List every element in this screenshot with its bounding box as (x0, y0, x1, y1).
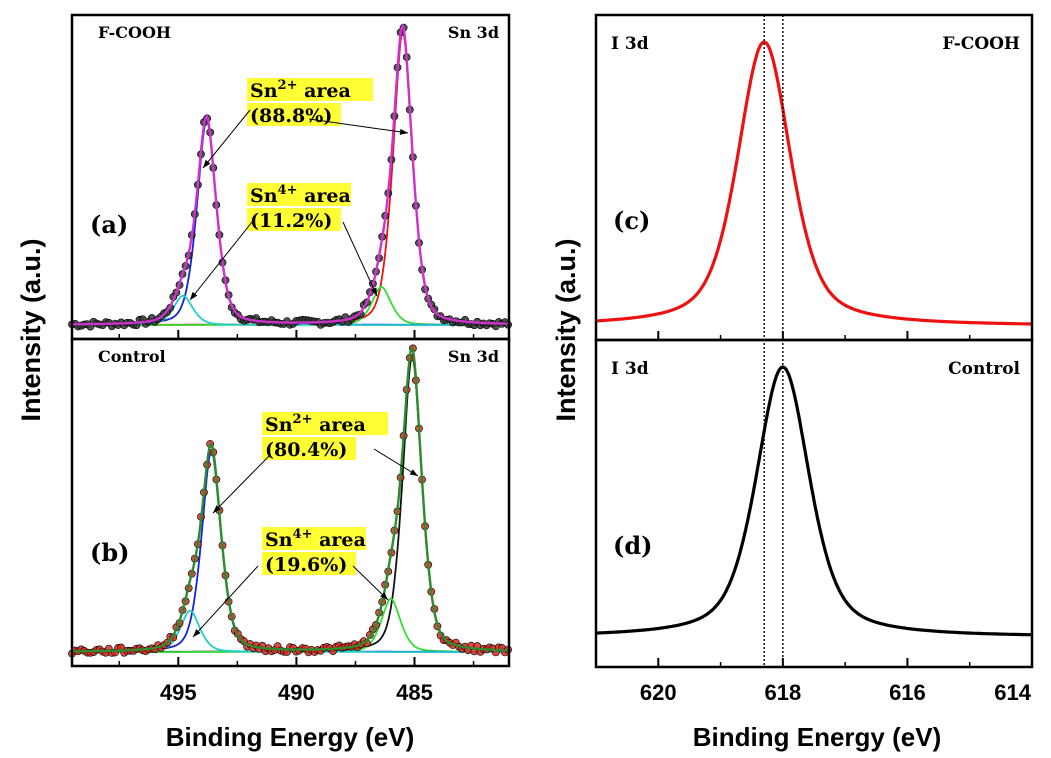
data-points (68, 23, 512, 331)
annotation-area: area (298, 185, 351, 207)
panel-label: (a) (90, 210, 128, 239)
left-upper-frame (70, 13, 511, 341)
sample-label: Control (98, 347, 166, 366)
annotation-area: area (298, 80, 351, 102)
highlight-box (262, 527, 366, 550)
core-level-label: Sn 3d (448, 347, 499, 366)
x-tick-label: 614 (994, 680, 1031, 705)
annotation-percentage: (11.2%) (250, 210, 332, 232)
x-tick-label: 485 (396, 680, 433, 705)
annotation-arrow (308, 118, 409, 134)
panel-b-control-sn3d: Control Sn 3d(b)Sn2+ area(80.4%)Sn4+ area… (68, 344, 512, 658)
fit-envelope (72, 345, 508, 653)
annotation-arrow (342, 221, 378, 297)
highlight-box (262, 412, 388, 435)
annotation-arrow (189, 221, 253, 301)
annotation-title: Sn4+ area (265, 527, 366, 551)
annotation-arrow (202, 109, 251, 169)
panel-label: (b) (90, 538, 130, 567)
sn2-low-be-component (72, 448, 508, 653)
arrow-head-icon (190, 291, 198, 300)
annotation-charge: 4+ (293, 527, 313, 542)
sn2-area-annotation: Sn2+ area (80.4%) (212, 412, 419, 514)
arrow-head-icon (399, 128, 408, 135)
annotation-species: Sn (250, 185, 278, 207)
panel-d-control-i3d: I 3d Control (d) (595, 359, 1033, 637)
x-tick-label: 618 (764, 680, 801, 705)
left-y-axis-label: Intensity (a.u.) (16, 238, 46, 421)
sn2-high-be-component (72, 29, 508, 326)
x-tick-label: 490 (278, 680, 315, 705)
core-level-label: Sn 3d (448, 23, 499, 42)
tick-marks: 495 490 485 620 618 616 614 (118, 15, 1033, 705)
sn4-area-annotation: Sn4+ area (19.6%) (192, 527, 389, 638)
arrow-head-icon (409, 469, 418, 476)
sample-label: F-COOH (942, 34, 1020, 54)
panel-a-fcooh-sn3d: F-COOH Sn 3d(a)Sn2+ area(88.8%)Sn4+ area(… (68, 23, 512, 331)
annotation-arrow (192, 565, 259, 638)
right-lower-frame (594, 338, 1034, 669)
highlight-box (247, 78, 373, 101)
sn2-high-be-component (72, 353, 508, 653)
x-tick-label: 616 (889, 680, 926, 705)
sn4-area-annotation: Sn4+ area (11.2%) (189, 183, 378, 301)
annotation-charge: 4+ (278, 183, 298, 198)
x-tick-label: 495 (160, 680, 197, 705)
data-points (68, 344, 512, 658)
annotation-percentage: (19.6%) (265, 554, 347, 576)
sn2-area-annotation: Sn2+ area (88.8%) (202, 78, 409, 169)
annotation-arrow (352, 565, 389, 601)
annotation-area: area (313, 529, 366, 551)
highlight-box (262, 552, 356, 575)
arrow-head-icon (380, 592, 388, 600)
arrow-head-icon (213, 505, 221, 513)
right-x-axis-label: Binding Energy (eV) (693, 722, 941, 752)
left-lower-frame (70, 337, 511, 668)
panel-label: (c) (613, 206, 650, 235)
arrow-head-icon (193, 629, 201, 637)
i3d-spectrum-line (595, 40, 1033, 326)
annotation-charge: 2+ (293, 412, 313, 427)
core-level-label: I 3d (611, 34, 649, 54)
annotation-species: Sn (250, 80, 278, 102)
right-upper-frame (594, 13, 1034, 342)
highlight-box (247, 208, 341, 231)
i3d-spectrum-line (595, 365, 1033, 637)
right-y-axis-label: Intensity (a.u.) (551, 238, 581, 421)
annotation-arrow (212, 454, 271, 514)
arrow-head-icon (370, 287, 377, 296)
annotation-title: Sn2+ area (250, 78, 351, 102)
annotation-area: area (313, 414, 366, 436)
annotation-species: Sn (265, 414, 293, 436)
fit-envelope (72, 23, 508, 326)
panel-label: (d) (613, 531, 653, 560)
panel-c-fcooh-i3d: I 3d F-COOH (c) (595, 34, 1033, 326)
x-tick-label: 620 (640, 680, 677, 705)
arrow-head-icon (203, 159, 211, 168)
sample-label: F-COOH (98, 23, 171, 42)
annotation-percentage: (88.8%) (250, 105, 332, 127)
annotation-charge: 2+ (278, 78, 298, 93)
annotation-title: Sn4+ area (250, 183, 351, 207)
highlight-box (262, 437, 356, 460)
annotation-arrow (373, 448, 419, 477)
highlight-box (247, 183, 351, 206)
sample-label: Control (948, 359, 1020, 379)
left-x-axis-label: Binding Energy (eV) (166, 722, 414, 752)
annotation-species: Sn (265, 529, 293, 551)
annotation-title: Sn2+ area (265, 412, 366, 436)
core-level-label: I 3d (611, 359, 649, 379)
annotation-percentage: (80.4%) (265, 439, 347, 461)
